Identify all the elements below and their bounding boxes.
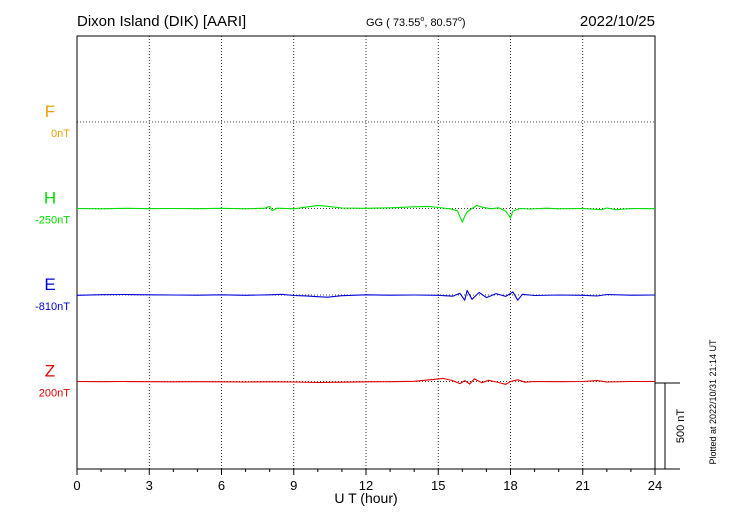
x-tick-label: 6 bbox=[218, 478, 225, 493]
x-tick-label: 9 bbox=[290, 478, 297, 493]
x-tick-label: 12 bbox=[359, 478, 373, 493]
series-line-z bbox=[76, 377, 655, 385]
x-tick-label: 21 bbox=[576, 478, 590, 493]
component-name-e: E bbox=[44, 275, 55, 294]
plot-date: 2022/10/25 bbox=[580, 13, 655, 30]
x-tick-label: 24 bbox=[648, 478, 662, 493]
station-title: Dixon Island (DIK) [AARI] bbox=[77, 13, 246, 30]
plotted-timestamp: Plotted at 2022/10/31 21:14 UT bbox=[708, 339, 718, 465]
x-tick-label: 15 bbox=[431, 478, 445, 493]
x-tick-label: 0 bbox=[73, 478, 80, 493]
x-tick-label: 18 bbox=[503, 478, 517, 493]
scale-bar: 500 nT bbox=[655, 382, 687, 470]
component-baseline-e: -810nT bbox=[35, 301, 70, 313]
station-coordinates: GG ( 73.55o, 80.57o) bbox=[366, 16, 466, 29]
grid bbox=[148, 36, 584, 469]
component-baseline-z: 200nT bbox=[39, 388, 70, 400]
x-axis-label: U T (hour) bbox=[334, 490, 397, 506]
x-axis-ticks: 0 3 6 9 12 15 18 21 24 bbox=[73, 469, 662, 493]
component-baseline-f: 0nT bbox=[51, 128, 70, 140]
component-name-f: F bbox=[45, 102, 55, 121]
component-name-z: Z bbox=[45, 362, 55, 381]
component-baseline-h: -250nT bbox=[35, 215, 70, 227]
component-labels: F 0nT H -250nT E -810nT Z 200nT bbox=[35, 102, 70, 400]
component-name-h: H bbox=[44, 189, 56, 208]
scale-bar-label: 500 nT bbox=[675, 409, 687, 444]
series-traces bbox=[76, 204, 656, 385]
series-line-h bbox=[76, 204, 656, 223]
x-tick-label: 3 bbox=[146, 478, 153, 493]
series-line-e bbox=[76, 289, 656, 301]
